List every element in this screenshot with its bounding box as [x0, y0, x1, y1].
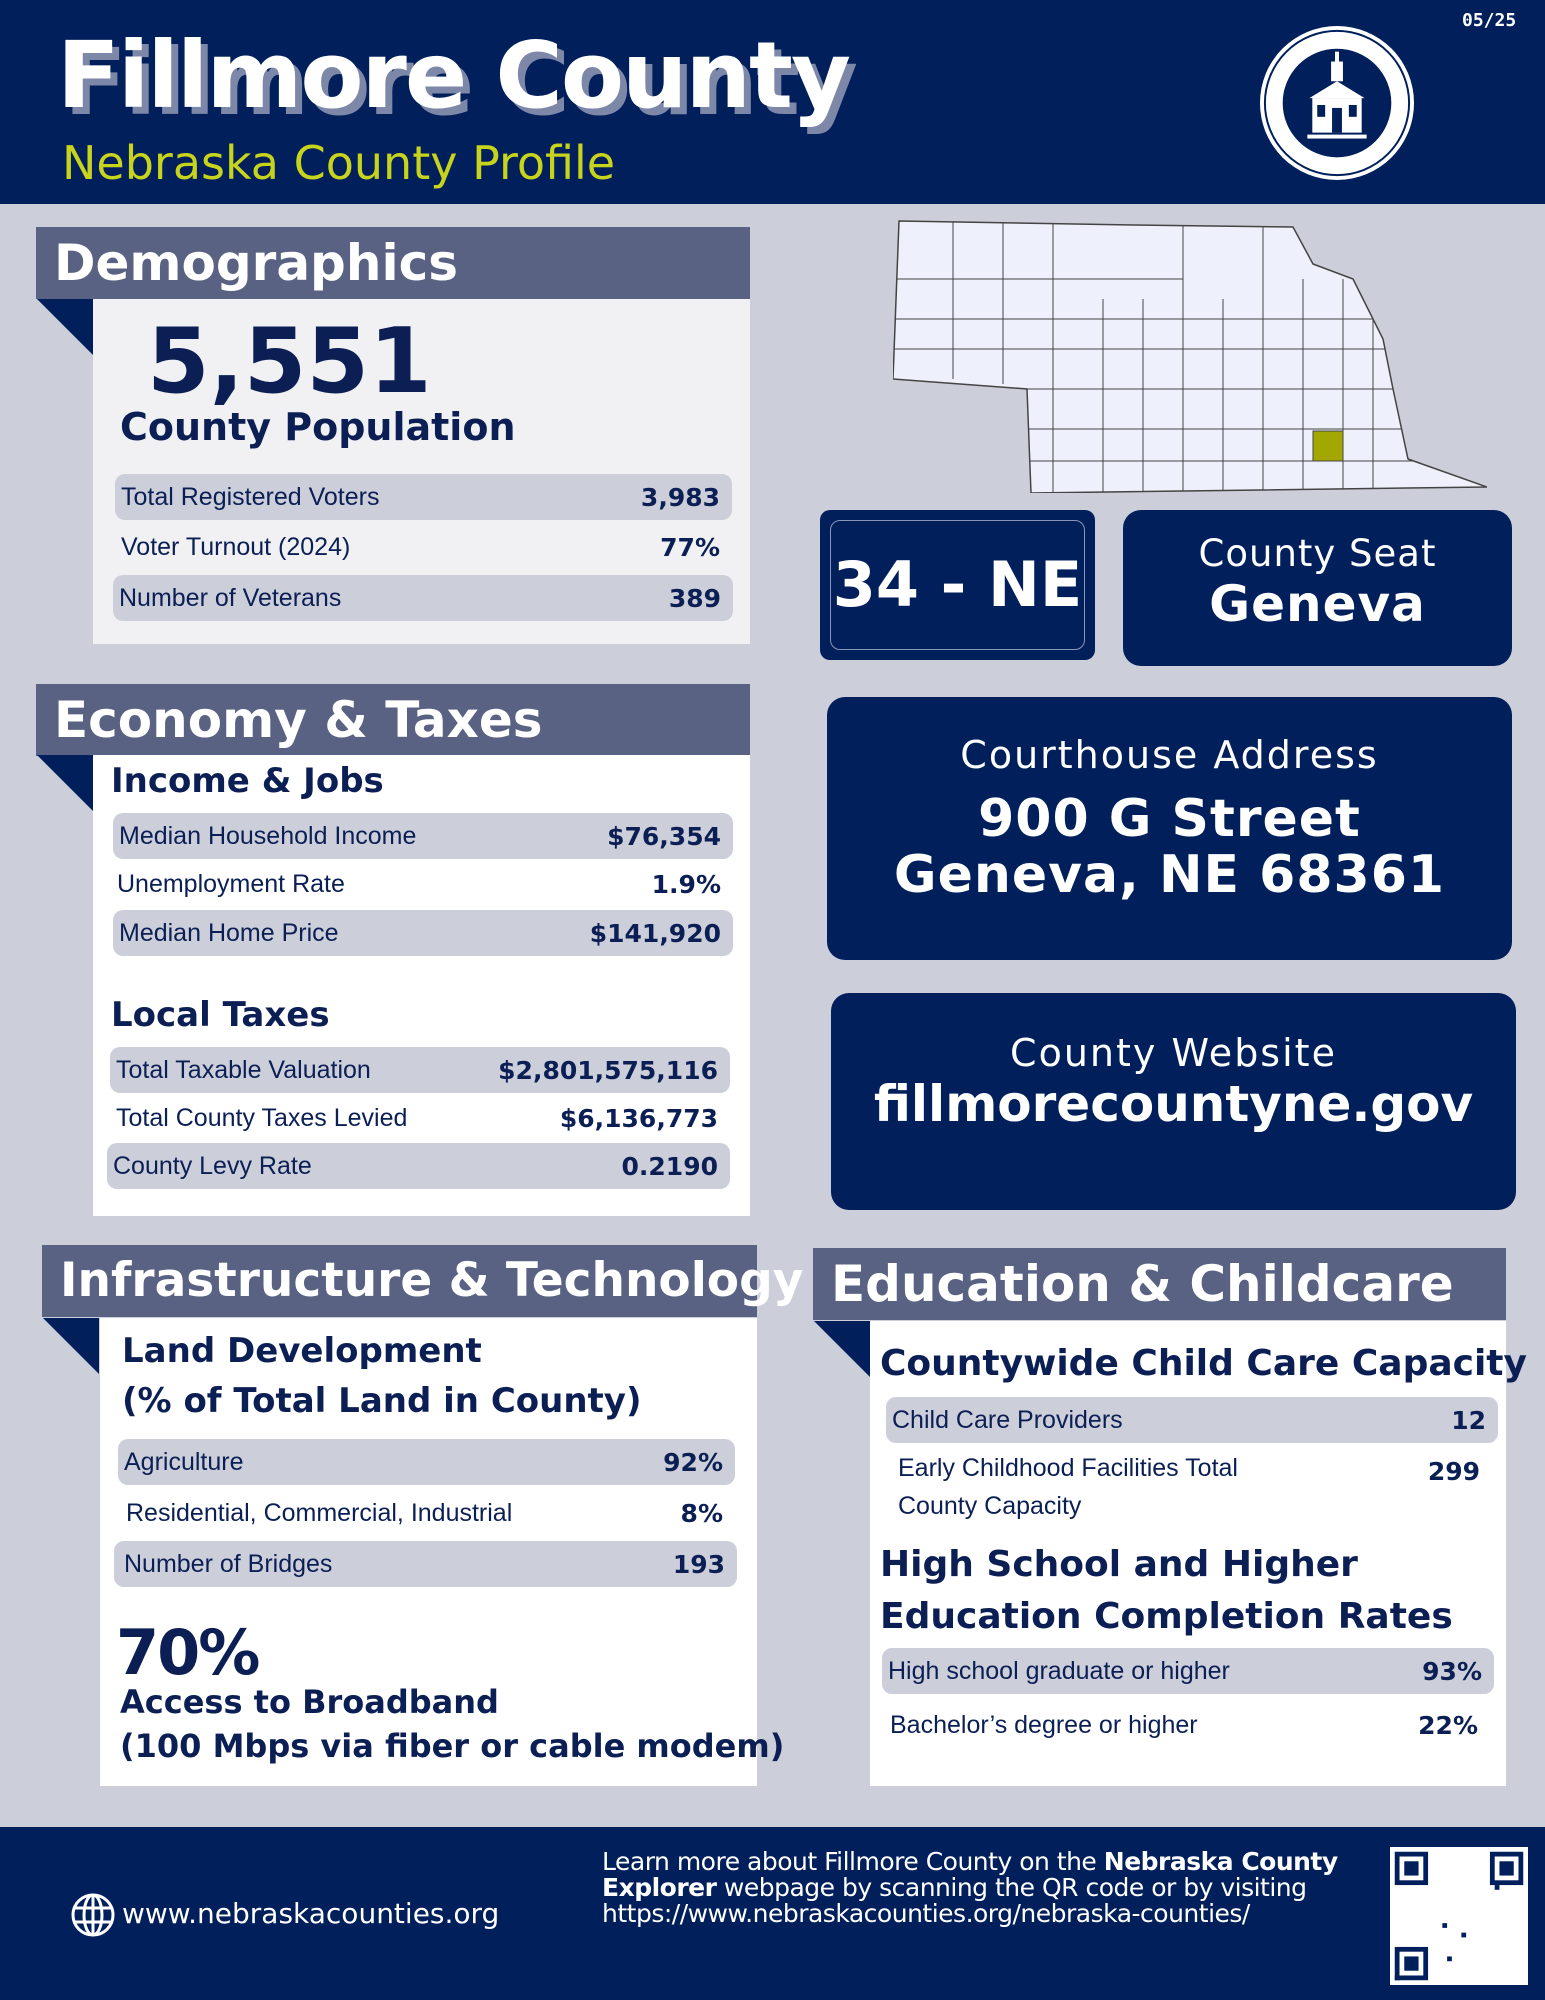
- demographics-header: Demographics: [36, 227, 750, 299]
- hs-row: High school graduate or higher 93%: [882, 1648, 1494, 1694]
- footer-text: Learn more about Fillmore County on the …: [602, 1847, 1338, 1928]
- county-seat-value: Geneva: [1209, 575, 1426, 633]
- qr-code[interactable]: [1390, 1847, 1528, 1985]
- page-title: Fillmore County: [57, 22, 851, 129]
- economy-panel: Income & Jobs Median Household Income $76…: [93, 755, 750, 1216]
- broadband-label: Access to Broadband (100 Mbps via fiber o…: [120, 1683, 785, 1765]
- hs-title: High School and Higher Education Completi…: [880, 1544, 1453, 1637]
- website-card: County Website fillmorecountyne.gov: [831, 993, 1516, 1210]
- footer: www.nebraskacounties.org Learn more abou…: [0, 1827, 1545, 2000]
- fillmore-county-highlight: [1312, 430, 1344, 462]
- demo-row: Voter Turnout (2024) 77%: [121, 532, 720, 562]
- economy-header: Economy & Taxes: [36, 684, 750, 756]
- county-seat-card: County Seat Geneva: [1123, 510, 1512, 666]
- website-link[interactable]: fillmorecountyne.gov: [873, 1075, 1474, 1133]
- income-row: Median Household Income $76,354: [113, 813, 733, 859]
- corner-triangle: [43, 1318, 99, 1374]
- courthouse-line2: Geneva, NE 68361: [893, 845, 1446, 905]
- plate-text: 34 - NE: [832, 548, 1083, 621]
- page-subtitle: Nebraska County Profile: [62, 136, 616, 190]
- license-plate-badge: 34 - NE: [820, 510, 1095, 660]
- population-label: County Population: [120, 405, 516, 449]
- land-row: Number of Bridges 193: [114, 1541, 737, 1587]
- county-seat-label: County Seat: [1198, 532, 1437, 575]
- infrastructure-header: Infrastructure & Technology: [42, 1245, 803, 1317]
- tax-row: County Levy Rate 0.2190: [107, 1143, 730, 1189]
- land-title: Land Development (% of Total Land in Coun…: [122, 1331, 642, 1421]
- courthouse-line1: 900 G Street: [978, 789, 1361, 849]
- income-row: Unemployment Rate 1.9%: [117, 869, 721, 899]
- hs-row: Bachelor’s degree or higher 22%: [890, 1710, 1478, 1740]
- corner-triangle: [37, 755, 93, 811]
- corner-triangle: [37, 299, 93, 355]
- globe-icon: [71, 1893, 115, 1937]
- tax-row: Total Taxable Valuation $2,801,575,116: [110, 1047, 730, 1093]
- income-title: Income & Jobs: [111, 761, 384, 801]
- childcare-row: Early Childhood Facilities Total County …: [898, 1454, 1480, 1520]
- population-value: 5,551: [147, 309, 432, 414]
- education-panel: Countywide Child Care Capacity Child Car…: [870, 1321, 1527, 1786]
- demo-row: Total Registered Voters 3,983: [115, 474, 732, 520]
- education-header: Education & Childcare: [813, 1248, 1506, 1320]
- childcare-title: Countywide Child Care Capacity: [880, 1343, 1527, 1384]
- infrastructure-panel: Land Development (% of Total Land in Coun…: [100, 1318, 784, 1786]
- income-row: Median Home Price $141,920: [113, 910, 733, 956]
- childcare-row: Child Care Providers 12: [886, 1397, 1498, 1443]
- date-label: 05/25: [1462, 10, 1517, 31]
- nebraska-map: [893, 220, 1487, 493]
- courthouse-label: Courthouse Address: [960, 733, 1379, 777]
- land-row: Agriculture 92%: [118, 1439, 735, 1485]
- header: Fillmore County Nebraska County Profile …: [0, 0, 1545, 204]
- naco-logo: [1259, 25, 1415, 181]
- demo-row: Number of Veterans 389: [113, 575, 733, 621]
- corner-triangle: [814, 1321, 870, 1377]
- taxes-title: Local Taxes: [111, 995, 330, 1035]
- footer-site-link[interactable]: www.nebraskacounties.org: [122, 1897, 500, 1930]
- footer-url-link[interactable]: https://www.nebraskacounties.org/nebrask…: [602, 1899, 1250, 1928]
- demographics-panel: 5,551 County Population Total Registered…: [93, 299, 750, 644]
- broadband-value: 70%: [116, 1616, 260, 1689]
- tax-row: Total County Taxes Levied $6,136,773: [116, 1103, 718, 1133]
- land-row: Residential, Commercial, Industrial 8%: [126, 1498, 723, 1528]
- courthouse-card: Courthouse Address 900 G Street Geneva, …: [827, 697, 1512, 960]
- website-label: County Website: [1010, 1031, 1337, 1075]
